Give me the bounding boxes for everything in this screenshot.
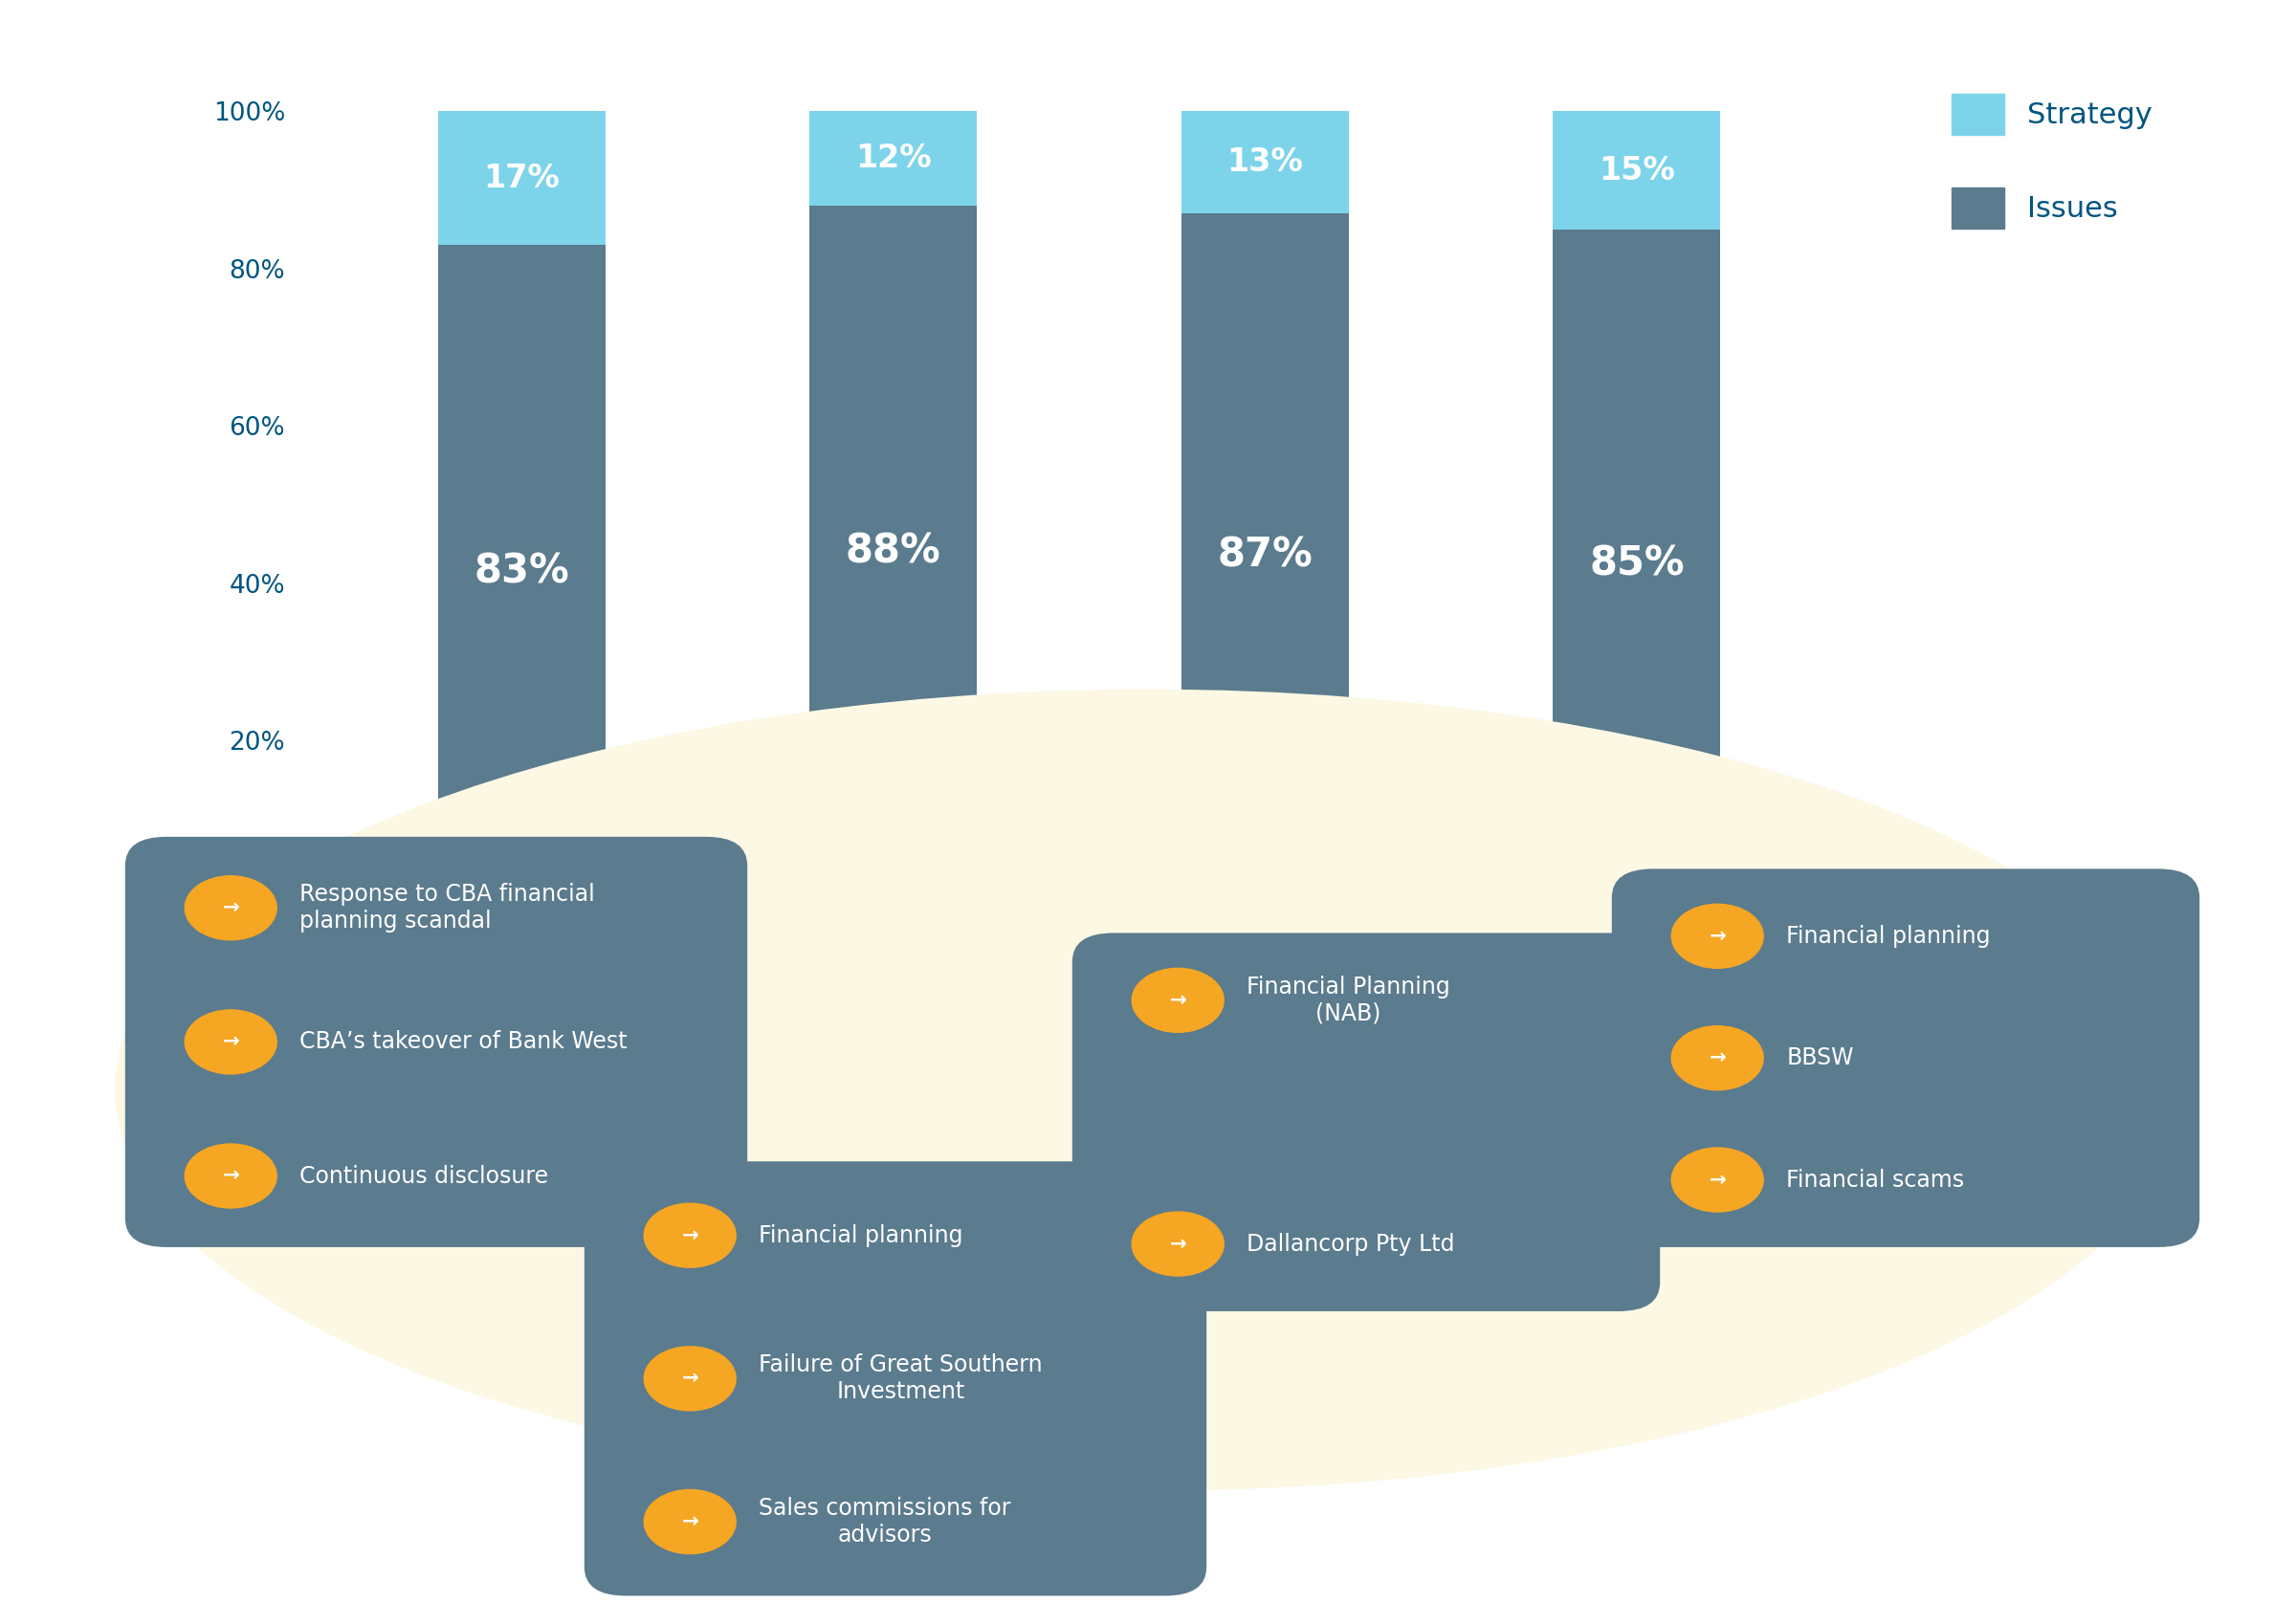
Text: 13%: 13% [1226,146,1304,178]
Text: CBA’s takeover of Bank West: CBA’s takeover of Bank West [298,1031,627,1053]
Circle shape [1132,968,1224,1032]
Text: Financial scams: Financial scams [1786,1169,1965,1191]
Text: 15%: 15% [1598,154,1674,186]
Text: Failure of Great Southern
Investment: Failure of Great Southern Investment [760,1355,1042,1403]
FancyBboxPatch shape [1072,933,1660,1311]
Text: Response to CBA financial
planning scandal: Response to CBA financial planning scand… [298,883,595,933]
Text: 85%: 85% [1589,543,1685,583]
FancyBboxPatch shape [1612,869,2200,1247]
Text: 87%: 87% [1217,535,1313,575]
Circle shape [186,1145,278,1209]
Text: 17%: 17% [484,162,560,194]
Text: Continuous disclosure: Continuous disclosure [298,1164,549,1188]
Text: →: → [223,1167,239,1186]
FancyBboxPatch shape [583,1161,1208,1595]
FancyBboxPatch shape [126,837,748,1247]
Bar [439,245,606,898]
Bar [1182,213,1348,898]
Circle shape [186,1010,278,1074]
Text: →: → [1169,991,1187,1010]
Text: →: → [1708,1170,1727,1189]
Text: Sales commissions for
advisors: Sales commissions for advisors [760,1497,1010,1547]
Ellipse shape [115,689,2181,1491]
Circle shape [1671,904,1763,968]
Bar [810,205,976,898]
Text: BBSW: BBSW [1786,1047,1853,1069]
Legend: Strategy, Issues: Strategy, Issues [1938,79,2167,244]
Bar [1552,111,1720,229]
Text: 88%: 88% [845,532,941,572]
Text: →: → [223,898,239,917]
Bar [1182,111,1348,213]
Bar [439,111,606,245]
Circle shape [1132,1212,1224,1276]
Text: →: → [682,1226,698,1246]
Text: 83%: 83% [473,551,569,592]
Text: →: → [682,1512,698,1531]
Circle shape [1671,1148,1763,1212]
Text: →: → [223,1032,239,1052]
Bar [810,111,976,205]
Circle shape [1671,1026,1763,1090]
Text: →: → [682,1369,698,1388]
Circle shape [645,1489,737,1553]
Text: Dallancorp Pty Ltd: Dallancorp Pty Ltd [1247,1233,1456,1255]
Text: Financial planning: Financial planning [760,1225,962,1247]
Text: Financial planning: Financial planning [1786,925,1991,947]
Bar [1552,229,1720,898]
Circle shape [645,1347,737,1411]
Circle shape [645,1204,737,1268]
Text: →: → [1708,927,1727,946]
Text: Financial Planning
(NAB): Financial Planning (NAB) [1247,976,1451,1024]
Circle shape [186,875,278,939]
Text: →: → [1169,1234,1187,1254]
Text: →: → [1708,1048,1727,1068]
Text: 12%: 12% [854,143,932,175]
